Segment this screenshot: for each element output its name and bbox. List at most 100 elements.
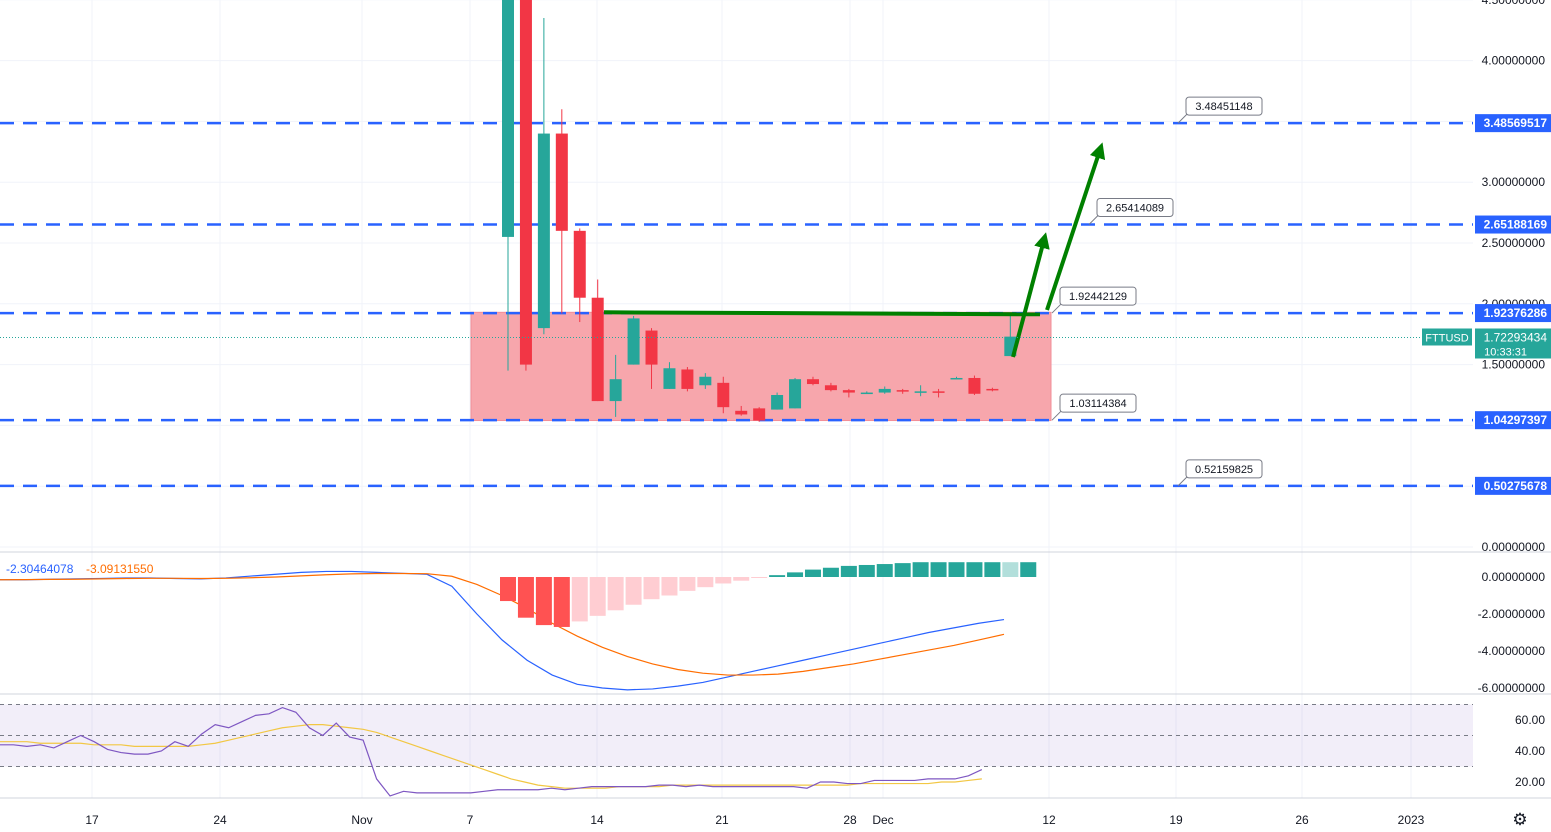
macd-histogram-bar [804, 569, 821, 577]
callout-box [1096, 198, 1174, 218]
macd-histogram-bar [661, 577, 678, 596]
macd-value: -2.30464078 [6, 562, 74, 576]
time-tick-label: 2023 [1398, 813, 1425, 827]
candle-body [806, 379, 819, 385]
rsi-line [0, 706, 983, 797]
macd-histogram-bar [571, 577, 588, 622]
candle-body [609, 379, 622, 402]
candle-body [555, 133, 568, 231]
macd-tick-label: -4.00000000 [1478, 644, 1546, 658]
level-price-tag [1475, 304, 1551, 323]
macd-histogram-bar [984, 562, 1001, 577]
rsi-line [0, 724, 982, 789]
callout-value: 1.03114384 [1069, 398, 1126, 410]
candle-body [502, 0, 514, 237]
candles [502, 0, 1017, 422]
candle-body [771, 395, 784, 410]
candle-body [663, 368, 676, 389]
candle-body [878, 388, 891, 393]
symbol-label: FTTUSD [1425, 332, 1468, 344]
rsi-tick-label: 40.00 [1515, 744, 1545, 758]
candle-body [950, 377, 963, 380]
candle-body [699, 376, 712, 386]
time-tick-label: 7 [467, 813, 474, 827]
symbol-tag [1422, 328, 1472, 346]
macd-histogram-bar [822, 567, 839, 577]
time-tick-label: 14 [590, 813, 604, 827]
candle-body [735, 410, 748, 415]
callout-box [1059, 286, 1137, 306]
time-tick-label: 28 [843, 813, 857, 827]
macd-histogram-bar [553, 577, 570, 627]
macd-histogram-bar [948, 562, 965, 577]
countdown-label: 10:33:31 [1484, 346, 1527, 358]
level-price-label: 2.65188169 [1484, 218, 1548, 232]
level-callouts: 3.48451148 2.65414089 1.92442129 1.03114384… [1051, 96, 1263, 487]
macd-histogram-bar [876, 564, 893, 577]
rsi-tick-label: 60.00 [1515, 713, 1545, 727]
price-tick-label: 4.50000000 [1482, 0, 1546, 7]
macd-histogram-bar [751, 577, 768, 578]
level-price-label: 1.92376286 [1484, 306, 1548, 320]
candle-body [681, 369, 694, 389]
trend-arrows [603, 142, 1106, 358]
projection-arrow [1045, 142, 1106, 311]
time-tick-label: 26 [1295, 813, 1309, 827]
macd-histogram-bar [894, 563, 911, 577]
callout-box [1059, 393, 1137, 413]
time-tick-label: 12 [1042, 813, 1056, 827]
last-price-value: 1.72293434 [1484, 330, 1548, 344]
level-price-label: 0.50275678 [1484, 479, 1548, 493]
macd-histogram-bar [607, 577, 624, 611]
macd-histogram-bar [858, 564, 875, 577]
candle-body [519, 0, 532, 365]
macd-histogram-bar [1020, 562, 1037, 577]
macd-histogram-bar [966, 562, 983, 577]
candle-body [842, 390, 855, 393]
range-box-rect [470, 311, 1052, 422]
macd-histogram-bar [1002, 562, 1019, 577]
macd-histogram-bar [517, 577, 534, 618]
time-tick-label: 19 [1169, 813, 1183, 827]
price-tick-label: 1.50000000 [1482, 358, 1546, 372]
macd-histogram-bar [787, 572, 804, 577]
candle-body [824, 385, 837, 391]
macd-tick-label: 0.00000000 [1482, 570, 1546, 584]
time-tick-label: 21 [715, 813, 729, 827]
macd-histogram-bar [930, 562, 947, 577]
macd-pane: -2.30464078 -3.09131550 0.00000000 -2.00000… [0, 562, 1545, 695]
level-price-tag [1475, 114, 1551, 133]
price-tick-label: 3.00000000 [1482, 175, 1546, 189]
time-tick-label: Dec [872, 813, 893, 827]
candle-body [860, 392, 873, 395]
projection-arrow [1011, 232, 1050, 358]
range-box [470, 311, 1052, 422]
signal-value: -3.09131550 [86, 562, 154, 576]
price-axis: 4.50000000 4.00000000 3.00000000 2.50000000… [0, 0, 1551, 554]
macd-tick-label: -6.00000000 [1478, 681, 1546, 695]
candle-body [986, 388, 999, 391]
callout-value: 2.65414089 [1106, 203, 1164, 215]
candle-body [537, 133, 550, 329]
candle-body [968, 377, 981, 394]
macd-histogram-bar [589, 577, 606, 616]
candle-body [645, 330, 658, 365]
gear-icon[interactable]: ⚙ [1512, 810, 1528, 829]
macd-histogram-bar [625, 577, 642, 605]
last-price-tag [1475, 328, 1551, 359]
candle-body [789, 379, 802, 409]
candle-body [717, 382, 730, 408]
price-tick-label: 0.00000000 [1482, 540, 1546, 554]
macd-histogram-bar [535, 577, 552, 626]
rsi-pane: 60.00 40.00 20.00 [0, 704, 1545, 797]
candle-body [591, 297, 604, 402]
callout-box [1185, 96, 1263, 116]
candle-body [573, 230, 586, 298]
price-tick-label: 4.00000000 [1482, 54, 1546, 68]
candle-body [627, 318, 640, 365]
candle-body [914, 391, 927, 393]
level-price-label: 3.48569517 [1484, 116, 1548, 130]
level-price-tag [1475, 476, 1551, 495]
candle-body [932, 391, 945, 393]
